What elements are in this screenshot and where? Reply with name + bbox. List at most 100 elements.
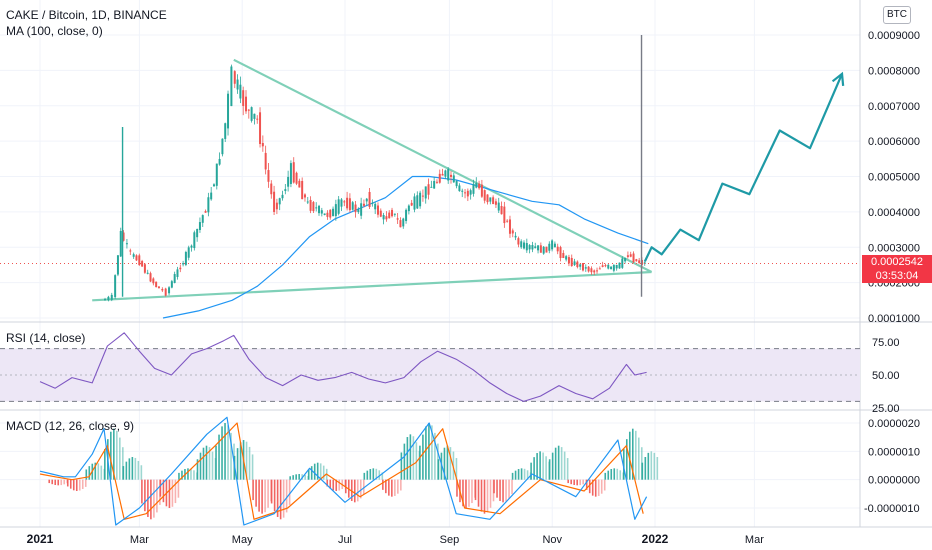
macd-histogram-bar (288, 479, 291, 505)
macd-histogram-bar (551, 452, 554, 480)
candle-body (224, 123, 227, 139)
rsi-line (39, 332, 647, 402)
candle-body (221, 138, 224, 155)
bar-countdown: 03:53:04 (875, 270, 919, 282)
candle-body (494, 201, 497, 205)
macd-histogram-bar (505, 479, 507, 502)
macd-histogram-bar (625, 439, 628, 480)
candle-body (579, 264, 582, 267)
macd-histogram-bar (536, 453, 538, 480)
macd-histogram-bar (236, 448, 239, 480)
macd-histogram-bar (378, 470, 381, 480)
macd-histogram-bar (471, 479, 473, 504)
candle-body (581, 262, 584, 271)
macd-histogram-bar (144, 479, 146, 512)
macd-histogram-bar (486, 479, 489, 513)
candle-body (607, 264, 610, 269)
macd-histogram-bar (456, 479, 458, 497)
macd-histogram-bar (69, 479, 72, 489)
macd-histogram-bar (520, 468, 523, 480)
candle-body (250, 107, 253, 121)
macd-histogram-bar (168, 479, 171, 508)
support-trend-line (92, 270, 652, 302)
candle-body (458, 185, 461, 192)
macd-histogram-bar (199, 452, 202, 480)
x-tick-label: Sep (440, 534, 460, 546)
macd-histogram-bar (523, 468, 526, 480)
candle-body (539, 245, 542, 253)
macd-histogram-bar (264, 479, 266, 513)
macd-histogram-bar (110, 431, 112, 480)
macd-histogram-bar (446, 445, 449, 480)
candle-body (259, 112, 262, 144)
quote-currency-badge[interactable]: BTC (883, 6, 911, 24)
candle-body (464, 192, 467, 194)
macd-histogram-bar (514, 470, 517, 480)
macd-histogram-bar (51, 479, 54, 485)
symbol-title[interactable]: CAKE / Bitcoin, 1D, BINANCE (6, 8, 167, 22)
macd-histogram-bar (153, 479, 155, 518)
candle-body (334, 204, 337, 217)
candle-body (399, 220, 402, 228)
ma-legend[interactable]: MA (100, close, 0) (6, 24, 103, 38)
candle-body (122, 232, 125, 241)
macd-histogram-bar (208, 447, 211, 480)
macd-histogram-bar (634, 430, 637, 480)
rsi-tick-label: 75.00 (872, 337, 900, 349)
candle-body (517, 238, 520, 245)
candle-body (435, 181, 438, 183)
candle-body (562, 253, 565, 258)
price-axis-labels[interactable]: 0.0009000 0.0008000 0.0007000 0.0006000 0.00… (864, 30, 920, 515)
candle-body (528, 245, 531, 250)
price-tick-label: 0.0005000 (868, 172, 920, 184)
macd-histogram-bar (205, 445, 208, 480)
candle-body (157, 286, 160, 289)
candle-body (447, 168, 450, 181)
candle-body (430, 186, 433, 188)
candle-body (184, 252, 187, 265)
macd-histogram-bar (211, 451, 214, 480)
macd-histogram-bar (372, 468, 375, 480)
candle-body (267, 170, 270, 182)
macd-histogram-bar (400, 479, 402, 491)
macd-histogram-bar (282, 479, 285, 518)
candle-body (264, 152, 267, 170)
candle-body (337, 199, 340, 214)
macd-histogram-bar (104, 449, 106, 480)
time-axis-labels[interactable]: 2021 Mar May Jul Sep Nov 2022 Mar (27, 532, 765, 546)
candle-body (306, 201, 309, 203)
candle-body (193, 232, 196, 249)
price-tick-label: 0.0001000 (868, 313, 920, 325)
macd-histogram-bar (394, 479, 396, 496)
candle-body (587, 266, 590, 272)
macd-histogram-bar (181, 470, 183, 480)
candle-body (329, 209, 332, 218)
candle-body (626, 255, 629, 257)
candle-body (427, 184, 430, 195)
candle-body (497, 202, 500, 211)
macd-histogram-bar (375, 468, 378, 480)
macd-histogram-bar (258, 479, 260, 512)
macd-histogram-bar (239, 442, 242, 480)
macd-histogram-bar (255, 479, 257, 507)
macd-histogram-bar (119, 437, 121, 480)
macd-histogram-bar (322, 465, 325, 480)
candle-body (351, 202, 354, 210)
candle-body (173, 274, 176, 283)
macd-histogram-bar (628, 431, 631, 480)
macd-histogram-bar (496, 479, 498, 498)
macd-histogram-bar (425, 426, 427, 480)
macd-legend[interactable]: MACD (12, 26, close, 9) (6, 419, 135, 433)
candle-body (548, 243, 551, 251)
candle-body (466, 190, 469, 197)
candle-body (489, 197, 492, 202)
macd-histogram-bar (557, 445, 560, 480)
candle-body (500, 206, 503, 215)
macd-histogram-bar (570, 479, 572, 485)
macd-histogram-bar (48, 479, 51, 484)
candle-body (110, 294, 113, 300)
macd-histogram-bar (159, 479, 162, 497)
candle-body (143, 264, 146, 273)
rsi-legend[interactable]: RSI (14, close) (6, 331, 86, 345)
